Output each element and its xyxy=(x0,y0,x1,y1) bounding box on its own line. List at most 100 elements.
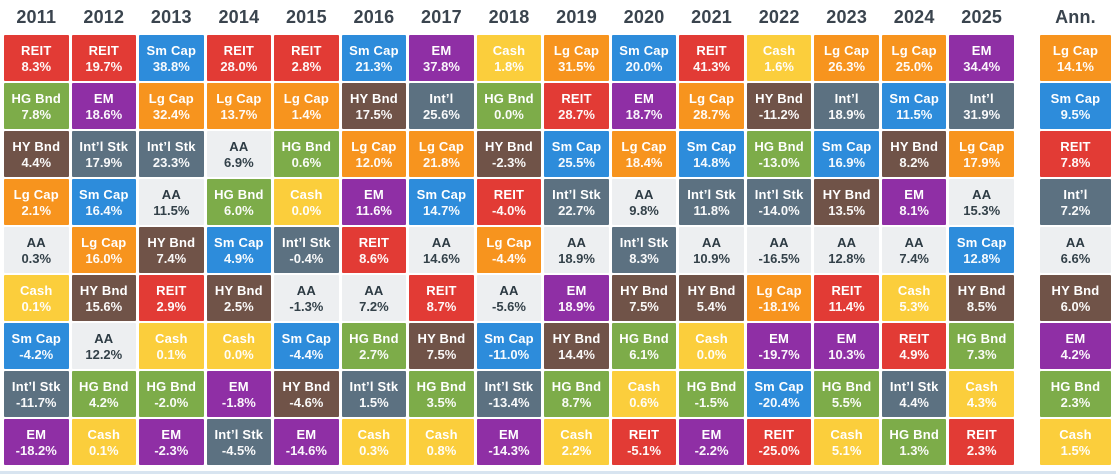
cell-2024-intl[interactable]: Int’l Stk 4.4% xyxy=(881,371,947,417)
cell-2014-intl[interactable]: Int’l Stk -4.5% xyxy=(206,419,272,465)
cell-2015-reit[interactable]: REIT 2.8% xyxy=(274,35,339,81)
cell-2025-lgcap[interactable]: Lg Cap 17.9% xyxy=(949,131,1014,177)
cell-2011-lgcap[interactable]: Lg Cap 2.1% xyxy=(4,179,69,225)
cell-2016-reit[interactable]: REIT 8.6% xyxy=(341,227,407,273)
cell-2012-hgbnd[interactable]: HG Bnd 4.2% xyxy=(71,371,137,417)
cell-2018-intl[interactable]: Int’l Stk -13.4% xyxy=(476,371,542,417)
cell-2011-reit[interactable]: REIT 8.3% xyxy=(4,35,69,81)
cell-2019-lgcap[interactable]: Lg Cap 31.5% xyxy=(544,35,609,81)
cell-Ann-smcap[interactable]: Sm Cap 9.5% xyxy=(1039,83,1111,129)
cell-2018-cash[interactable]: Cash 1.8% xyxy=(476,35,542,81)
cell-Ann-aa[interactable]: AA 6.6% xyxy=(1039,227,1111,273)
cell-2025-aa[interactable]: AA 15.3% xyxy=(949,179,1014,225)
cell-2015-aa[interactable]: AA -1.3% xyxy=(274,275,339,321)
cell-2014-hgbnd[interactable]: HG Bnd 6.0% xyxy=(206,179,272,225)
cell-2024-lgcap[interactable]: Lg Cap 25.0% xyxy=(881,35,947,81)
cell-Ann-lgcap[interactable]: Lg Cap 14.1% xyxy=(1039,35,1111,81)
cell-2013-cash[interactable]: Cash 0.1% xyxy=(139,323,204,369)
cell-Ann-hybnd[interactable]: HY Bnd 6.0% xyxy=(1039,275,1111,321)
cell-2022-aa[interactable]: AA -16.5% xyxy=(746,227,812,273)
cell-2018-hgbnd[interactable]: HG Bnd 0.0% xyxy=(476,83,542,129)
cell-2016-em[interactable]: EM 11.6% xyxy=(341,179,407,225)
cell-2018-smcap[interactable]: Sm Cap -11.0% xyxy=(476,323,542,369)
cell-2022-cash[interactable]: Cash 1.6% xyxy=(746,35,812,81)
cell-2015-lgcap[interactable]: Lg Cap 1.4% xyxy=(274,83,339,129)
cell-2016-smcap[interactable]: Sm Cap 21.3% xyxy=(341,35,407,81)
cell-2016-hgbnd[interactable]: HG Bnd 2.7% xyxy=(341,323,407,369)
cell-2011-em[interactable]: EM -18.2% xyxy=(4,419,69,465)
cell-2021-cash[interactable]: Cash 0.0% xyxy=(679,323,744,369)
cell-2015-intl[interactable]: Int’l Stk -0.4% xyxy=(274,227,339,273)
cell-2012-aa[interactable]: AA 12.2% xyxy=(71,323,137,369)
cell-2023-cash[interactable]: Cash 5.1% xyxy=(814,419,879,465)
cell-2019-hybnd[interactable]: HY Bnd 14.4% xyxy=(544,323,609,369)
cell-2011-aa[interactable]: AA 0.3% xyxy=(4,227,69,273)
cell-2023-em[interactable]: EM 10.3% xyxy=(814,323,879,369)
cell-2014-lgcap[interactable]: Lg Cap 13.7% xyxy=(206,83,272,129)
cell-2023-intl[interactable]: Int’l 18.9% xyxy=(814,83,879,129)
cell-2021-hgbnd[interactable]: HG Bnd -1.5% xyxy=(679,371,744,417)
cell-2012-hybnd[interactable]: HY Bnd 15.6% xyxy=(71,275,137,321)
cell-2015-hgbnd[interactable]: HG Bnd 0.6% xyxy=(274,131,339,177)
cell-2019-reit[interactable]: REIT 28.7% xyxy=(544,83,609,129)
cell-2019-em[interactable]: EM 18.9% xyxy=(544,275,609,321)
cell-2013-intl[interactable]: Int’l Stk 23.3% xyxy=(139,131,204,177)
cell-2019-smcap[interactable]: Sm Cap 25.5% xyxy=(544,131,609,177)
cell-2017-aa[interactable]: AA 14.6% xyxy=(409,227,474,273)
cell-2014-cash[interactable]: Cash 0.0% xyxy=(206,323,272,369)
cell-2017-em[interactable]: EM 37.8% xyxy=(409,35,474,81)
cell-2015-hybnd[interactable]: HY Bnd -4.6% xyxy=(274,371,339,417)
cell-2017-smcap[interactable]: Sm Cap 14.7% xyxy=(409,179,474,225)
cell-Ann-em[interactable]: EM 4.2% xyxy=(1039,323,1111,369)
cell-2020-hgbnd[interactable]: HG Bnd 6.1% xyxy=(611,323,677,369)
cell-2011-hgbnd[interactable]: HG Bnd 7.8% xyxy=(4,83,69,129)
cell-2012-lgcap[interactable]: Lg Cap 16.0% xyxy=(71,227,137,273)
cell-2014-reit[interactable]: REIT 28.0% xyxy=(206,35,272,81)
cell-Ann-hgbnd[interactable]: HG Bnd 2.3% xyxy=(1039,371,1111,417)
cell-2023-aa[interactable]: AA 12.8% xyxy=(814,227,879,273)
cell-2018-aa[interactable]: AA -5.6% xyxy=(476,275,542,321)
cell-2020-lgcap[interactable]: Lg Cap 18.4% xyxy=(611,131,677,177)
cell-2012-intl[interactable]: Int’l Stk 17.9% xyxy=(71,131,137,177)
cell-2016-aa[interactable]: AA 7.2% xyxy=(341,275,407,321)
cell-2023-hybnd[interactable]: HY Bnd 13.5% xyxy=(814,179,879,225)
cell-Ann-cash[interactable]: Cash 1.5% xyxy=(1039,419,1111,465)
cell-2025-reit[interactable]: REIT 2.3% xyxy=(949,419,1014,465)
cell-2013-lgcap[interactable]: Lg Cap 32.4% xyxy=(139,83,204,129)
cell-2012-em[interactable]: EM 18.6% xyxy=(71,83,137,129)
cell-2017-reit[interactable]: REIT 8.7% xyxy=(409,275,474,321)
cell-2011-smcap[interactable]: Sm Cap -4.2% xyxy=(4,323,69,369)
cell-2024-reit[interactable]: REIT 4.9% xyxy=(881,323,947,369)
cell-2017-cash[interactable]: Cash 0.8% xyxy=(409,419,474,465)
cell-2022-smcap[interactable]: Sm Cap -20.4% xyxy=(746,371,812,417)
cell-2025-hgbnd[interactable]: HG Bnd 7.3% xyxy=(949,323,1014,369)
cell-2021-reit[interactable]: REIT 41.3% xyxy=(679,35,744,81)
cell-2024-hybnd[interactable]: HY Bnd 8.2% xyxy=(881,131,947,177)
cell-2020-aa[interactable]: AA 9.8% xyxy=(611,179,677,225)
cell-2025-smcap[interactable]: Sm Cap 12.8% xyxy=(949,227,1014,273)
cell-2011-hybnd[interactable]: HY Bnd 4.4% xyxy=(4,131,69,177)
cell-2018-reit[interactable]: REIT -4.0% xyxy=(476,179,542,225)
cell-2023-lgcap[interactable]: Lg Cap 26.3% xyxy=(814,35,879,81)
cell-2018-hybnd[interactable]: HY Bnd -2.3% xyxy=(476,131,542,177)
cell-2025-em[interactable]: EM 34.4% xyxy=(949,35,1014,81)
cell-2016-cash[interactable]: Cash 0.3% xyxy=(341,419,407,465)
cell-2013-hybnd[interactable]: HY Bnd 7.4% xyxy=(139,227,204,273)
cell-2025-intl[interactable]: Int’l 31.9% xyxy=(949,83,1014,129)
cell-2018-lgcap[interactable]: Lg Cap -4.4% xyxy=(476,227,542,273)
cell-2021-intl[interactable]: Int’l Stk 11.8% xyxy=(679,179,744,225)
cell-2024-aa[interactable]: AA 7.4% xyxy=(881,227,947,273)
cell-2020-reit[interactable]: REIT -5.1% xyxy=(611,419,677,465)
cell-2020-hybnd[interactable]: HY Bnd 7.5% xyxy=(611,275,677,321)
cell-2025-cash[interactable]: Cash 4.3% xyxy=(949,371,1014,417)
cell-2020-smcap[interactable]: Sm Cap 20.0% xyxy=(611,35,677,81)
cell-2016-lgcap[interactable]: Lg Cap 12.0% xyxy=(341,131,407,177)
cell-2016-hybnd[interactable]: HY Bnd 17.5% xyxy=(341,83,407,129)
cell-2023-reit[interactable]: REIT 11.4% xyxy=(814,275,879,321)
cell-2022-reit[interactable]: REIT -25.0% xyxy=(746,419,812,465)
cell-2025-hybnd[interactable]: HY Bnd 8.5% xyxy=(949,275,1014,321)
cell-2012-reit[interactable]: REIT 19.7% xyxy=(71,35,137,81)
cell-2023-smcap[interactable]: Sm Cap 16.9% xyxy=(814,131,879,177)
cell-2021-hybnd[interactable]: HY Bnd 5.4% xyxy=(679,275,744,321)
cell-2011-intl[interactable]: Int’l Stk -11.7% xyxy=(4,371,69,417)
